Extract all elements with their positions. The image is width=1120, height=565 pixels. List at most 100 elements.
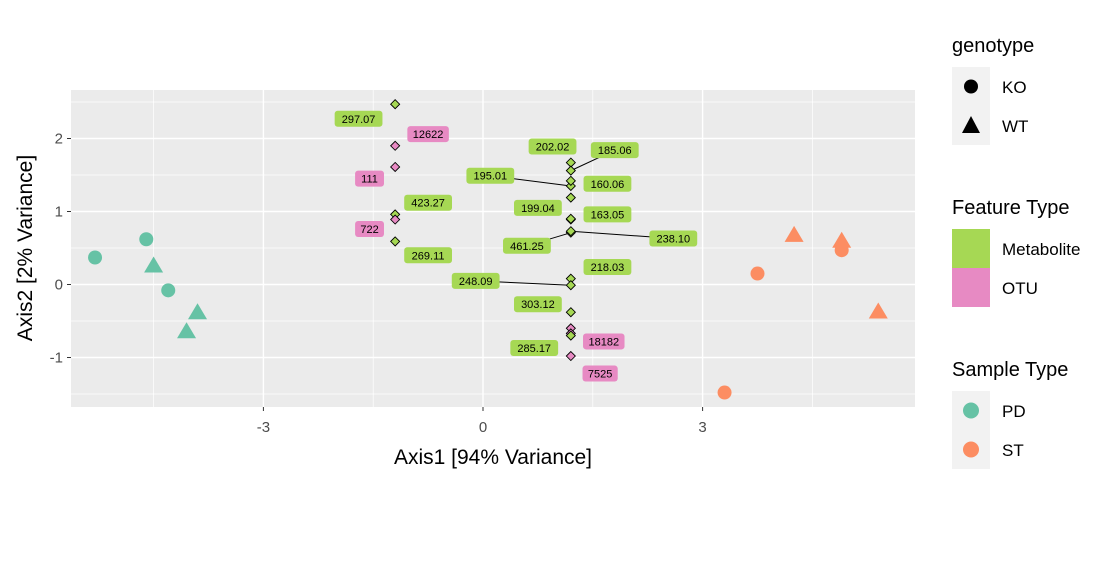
feature-label: 238.10: [656, 234, 690, 246]
sample-point: [717, 385, 732, 400]
feature-label: 12622: [413, 129, 444, 141]
sample-point: [868, 302, 888, 319]
feature-label-box: [355, 170, 384, 187]
sample-point: [750, 266, 765, 281]
feature-label: 18182: [588, 336, 619, 348]
feature-point: [565, 192, 576, 203]
legend-sample-type: Sample Type PD ST: [952, 359, 1068, 469]
sample-points: [88, 225, 888, 400]
feature-point: [565, 330, 576, 341]
legend-pd-label: PD: [1002, 402, 1026, 421]
sample-point: [832, 231, 852, 248]
feature-label-box: [514, 199, 562, 216]
sample-point: [188, 303, 208, 320]
legend-sample-type-title: Sample Type: [952, 359, 1068, 381]
y-axis-title: Axis2 [2% Variance]: [14, 155, 37, 341]
x-tick-label: 3: [698, 419, 706, 436]
feature-label-box: [407, 126, 449, 143]
feature-label: 297.07: [342, 114, 376, 126]
feature-label: 218.03: [591, 262, 625, 274]
sample-point: [144, 256, 164, 273]
feature-label: 202.02: [536, 142, 570, 154]
feature-label-box: [451, 272, 500, 289]
feature-label: 160.06: [591, 179, 625, 191]
sample-point: [88, 250, 103, 265]
feature-label: 285.17: [517, 343, 551, 355]
feature-labels: 297.07 12622 111 423.27 722 269.11 202.02 185.0…: [334, 110, 698, 382]
legend-triangle-icon: [962, 116, 980, 133]
feature-label-box: [334, 110, 383, 127]
sample-point: [834, 243, 849, 258]
feature-label-box: [510, 340, 559, 357]
feature-label: 423.27: [411, 198, 445, 210]
x-tick-label: 0: [479, 419, 487, 436]
sample-point: [161, 283, 176, 298]
sample-point: [177, 322, 197, 339]
feature-label: 269.11: [412, 250, 445, 262]
legend-feature-type: Feature Type Metabolite OTU: [952, 197, 1080, 307]
feature-label: 199.04: [521, 203, 555, 215]
feature-point: [565, 213, 576, 224]
y-tick-label: 2: [55, 131, 63, 148]
legend-metabolite-label: Metabolite: [1002, 240, 1080, 259]
sample-point: [784, 225, 804, 242]
feature-label-box: [503, 237, 551, 254]
legend-st-dot: [963, 441, 979, 458]
legend-genotype: genotype KO WT: [952, 35, 1034, 145]
feature-label: 303.12: [521, 299, 555, 311]
sample-point: [139, 232, 154, 247]
legend-feature-type-title: Feature Type: [952, 197, 1069, 219]
feature-label: 111: [361, 174, 378, 186]
feature-label-box: [582, 365, 618, 382]
legend-circle-icon: [964, 79, 978, 94]
y-tick-label: 0: [55, 277, 63, 294]
feature-point: [565, 350, 576, 362]
feature-point: [565, 307, 576, 318]
feature-label: 248.09: [459, 276, 493, 288]
feature-point: [390, 236, 401, 247]
legend-genotype-title: genotype: [952, 35, 1034, 57]
feature-point: [565, 165, 576, 176]
feature-point: [565, 226, 576, 237]
feature-point: [565, 175, 576, 186]
legend-metabolite-swatch: [952, 229, 990, 268]
x-tick-label: -3: [257, 419, 270, 436]
feature-label-box: [583, 175, 632, 192]
feature-label-box: [404, 247, 452, 264]
feature-label: 195.01: [473, 171, 507, 183]
feature-point: [390, 214, 401, 225]
feature-label: 185.06: [598, 145, 632, 157]
feature-label: 461.25: [510, 241, 544, 253]
feature-label: 7525: [588, 369, 612, 381]
feature-point: [390, 99, 401, 110]
plot-panel: [71, 90, 915, 407]
feature-label-box: [528, 138, 577, 155]
feature-label: 722: [360, 224, 378, 236]
feature-point: [390, 140, 401, 151]
feature-label-box: [514, 296, 562, 313]
y-tick-label: -1: [50, 350, 63, 367]
feature-points: [390, 99, 576, 362]
legend-otu-label: OTU: [1002, 279, 1038, 298]
axes: -3 0 3 -1 0 1 2: [50, 131, 707, 437]
legend-genotype-ko: KO: [1002, 78, 1027, 97]
feature-label-box: [583, 258, 632, 275]
feature-label-box: [404, 194, 452, 211]
legend-otu-swatch: [952, 268, 990, 307]
legend-genotype-wt: WT: [1002, 117, 1028, 136]
feature-label-box: [590, 142, 639, 159]
legend-pd-dot: [963, 402, 979, 419]
feature-label-box: [583, 206, 632, 223]
feature-label-box: [649, 230, 698, 247]
x-axis-title: Axis1 [94% Variance]: [394, 446, 592, 469]
feature-label-box: [583, 333, 625, 350]
feature-point: [390, 161, 401, 173]
legend-st-label: ST: [1002, 441, 1024, 460]
feature-label-box: [466, 167, 515, 184]
feature-label-box: [355, 221, 384, 238]
y-tick-label: 1: [55, 204, 63, 221]
feature-point: [565, 280, 576, 291]
feature-label: 163.05: [591, 209, 625, 221]
